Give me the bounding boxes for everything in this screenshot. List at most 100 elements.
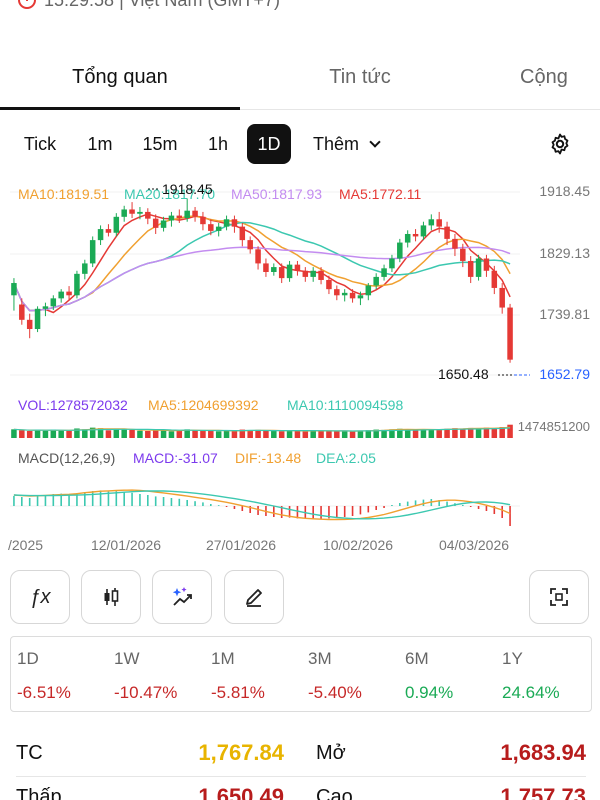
candle-body — [278, 267, 285, 279]
timeframe-more-button[interactable]: Thêm — [304, 124, 388, 164]
quote-row-2: Thấp 1,650.49 Cao 1,757.73 — [16, 778, 586, 800]
candle-body — [66, 291, 72, 296]
chart-toolbar: ƒx — [0, 570, 600, 626]
ma-legend-ma10: MA10:1819.51 — [18, 186, 109, 202]
candle-body — [412, 233, 419, 237]
candle-body — [74, 273, 80, 296]
indicator-fx-button[interactable]: ƒx — [10, 570, 70, 624]
ma50-line — [13, 246, 511, 312]
perf-value: -10.47% — [114, 683, 178, 702]
candle-body — [460, 248, 466, 261]
macd-histogram-bar — [76, 493, 78, 506]
ai-analysis-button[interactable] — [152, 570, 212, 624]
candle-body — [247, 240, 253, 250]
macd-histogram-bar — [52, 494, 55, 506]
volume-bar — [467, 427, 474, 438]
perf-cell-1d[interactable]: 1D -6.51% — [11, 637, 108, 713]
macd-histogram-bar — [280, 506, 283, 518]
macd-histogram-bar — [202, 502, 204, 506]
timeframe-1d[interactable]: 1D — [247, 124, 291, 164]
candlestick-icon — [104, 588, 119, 606]
perf-cell-1y[interactable]: 1Y 24.64% — [496, 637, 593, 713]
performance-panel: 1D -6.51% 1W -10.47% 1M -5.81% 3M -5.40%… — [10, 636, 592, 712]
volume-bar — [97, 428, 104, 438]
volume-bar — [436, 429, 442, 438]
macd-histogram-bar — [336, 506, 338, 518]
macd-histogram-bar — [501, 506, 503, 518]
x-tick-label: 27/01/2026 — [206, 537, 276, 553]
macd-histogram-bar — [115, 491, 118, 506]
candle-body — [223, 219, 230, 227]
tab-news[interactable]: Tin tức — [329, 65, 391, 88]
volume-bar — [452, 428, 458, 438]
volume-ma10-line — [13, 427, 511, 432]
candle-body — [404, 233, 411, 243]
draw-tool-button[interactable] — [224, 570, 284, 624]
x-tick-label: /2025 — [8, 537, 43, 553]
price-axis-label: 1918.45 — [539, 183, 590, 199]
tab-community[interactable]: Cộng — [520, 65, 568, 88]
volume-bar — [491, 428, 498, 438]
volume-bar — [341, 431, 348, 438]
candle-body — [34, 308, 41, 330]
volume-bar — [50, 429, 57, 438]
timeframe-tick[interactable]: Tick — [23, 133, 57, 154]
candle-body — [428, 219, 435, 226]
ma-legend-ma20: MA20:1817.70 — [124, 186, 215, 202]
candle-body — [137, 211, 143, 214]
candle-body — [420, 225, 427, 237]
perf-cell-1w[interactable]: 1W -10.47% — [108, 637, 205, 713]
perf-cell-3m[interactable]: 3M -5.40% — [302, 637, 399, 713]
volume-bar — [397, 428, 403, 438]
timeframe-1m[interactable]: 1m — [87, 133, 113, 154]
macd-panel — [10, 489, 520, 526]
macd-dif-line — [13, 489, 511, 521]
candle-body — [19, 304, 25, 320]
macd-histogram-bar — [225, 506, 228, 507]
candle-type-button[interactable] — [81, 570, 141, 624]
candle-body — [121, 209, 127, 217]
quote-value-tc: 1,767.84 — [198, 740, 284, 765]
tab-active-indicator — [0, 107, 240, 110]
tab-overview[interactable]: Tổng quan — [72, 65, 168, 88]
macd-histogram-bar — [154, 496, 157, 506]
candle-body — [326, 279, 332, 290]
perf-value: -6.51% — [17, 683, 71, 702]
price-chart[interactable]: MA10:1819.51 MA20:1817.70 MA50:1817.93 M… — [0, 170, 600, 562]
volume-bar — [420, 429, 427, 438]
candle-body — [302, 270, 309, 277]
perf-label: 6M — [405, 649, 429, 668]
candle-body — [239, 226, 246, 241]
macd-histogram-bar — [13, 496, 15, 506]
perf-cell-6m[interactable]: 6M 0.94% — [399, 637, 496, 713]
candle-body — [365, 285, 372, 296]
perf-value: -5.40% — [308, 683, 362, 702]
candle-body — [397, 242, 403, 259]
volume-bar — [89, 427, 96, 438]
candle-body — [82, 263, 88, 274]
volume-bar — [152, 430, 159, 438]
volume-bar — [215, 431, 222, 438]
function-icon: ƒx — [29, 585, 51, 608]
perf-cell-1m[interactable]: 1M -5.81% — [205, 637, 302, 713]
perf-label: 3M — [308, 649, 332, 668]
clock-icon — [18, 0, 36, 9]
macd-histogram-bar — [414, 500, 417, 506]
candle-body — [381, 268, 387, 277]
macd-legend-title: MACD(12,26,9) — [18, 450, 115, 466]
candle-body — [152, 218, 159, 228]
volume-bar — [310, 430, 316, 438]
gear-icon[interactable] — [548, 132, 572, 156]
quote-label-tc: TC — [16, 742, 43, 764]
ma-legend-ma5: MA5:1772.11 — [339, 186, 421, 202]
candle-body — [113, 216, 120, 233]
volume-bar — [278, 431, 285, 438]
timeframe-15m[interactable]: 15m — [142, 133, 178, 154]
timeframe-1h[interactable]: 1h — [207, 133, 229, 154]
candle-body — [263, 263, 269, 272]
fullscreen-button[interactable] — [529, 570, 589, 624]
macd-dea-line — [13, 490, 511, 520]
volume-bar — [160, 429, 167, 438]
volume-bar — [507, 424, 513, 438]
volume-bar — [66, 431, 72, 438]
